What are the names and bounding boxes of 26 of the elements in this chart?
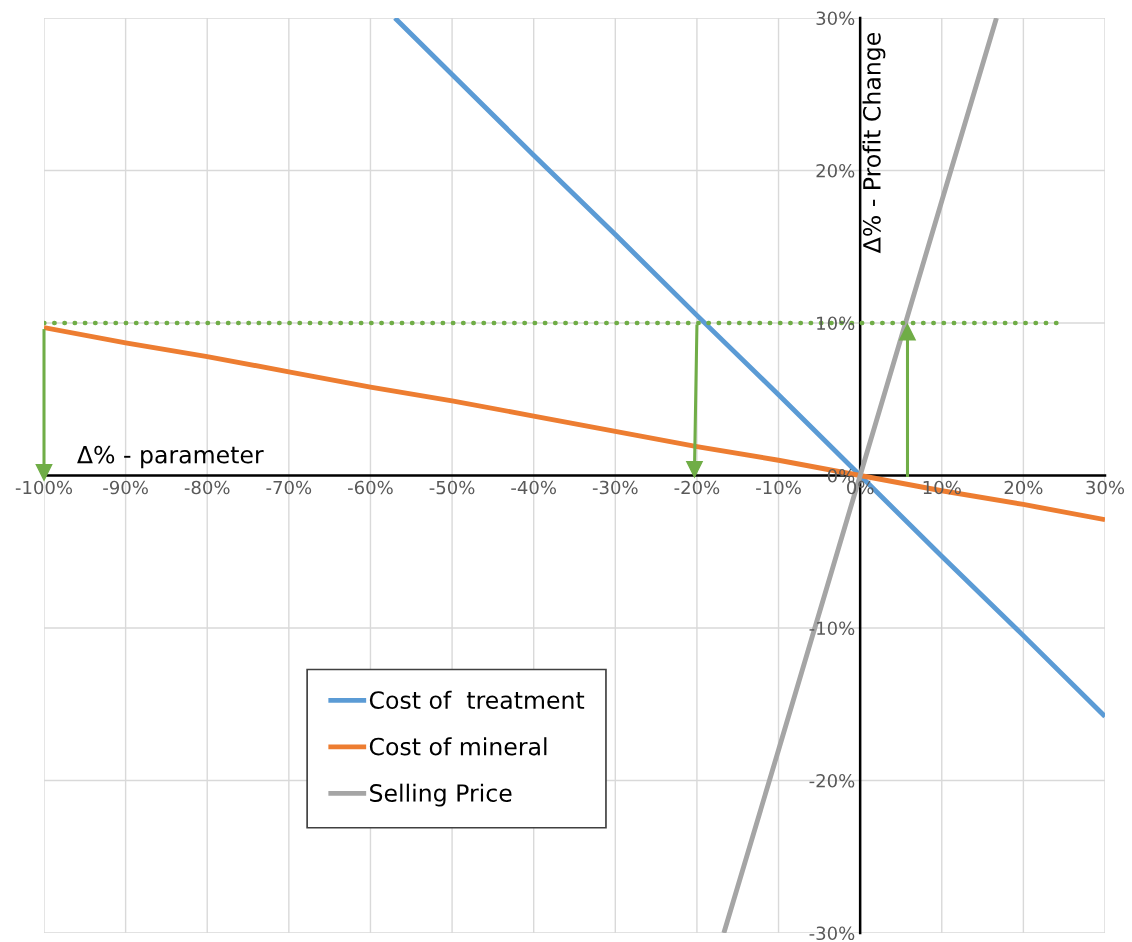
x-axis-title: Δ% - parameter — [77, 445, 264, 469]
point — [35, 464, 53, 481]
x-tick-label: -80% — [184, 480, 230, 495]
x-tick-label: 30% — [1086, 480, 1125, 495]
legend-label: Cost of treatment — [369, 690, 585, 710]
point — [686, 461, 703, 478]
y-tick-label: -30% — [809, 926, 855, 941]
x-tick-label: -60% — [348, 480, 393, 495]
x-tick-label: -30% — [592, 480, 638, 495]
y-tick-label: 20% — [816, 163, 855, 178]
point — [899, 323, 916, 341]
x-tick-label: 20% — [1004, 480, 1043, 495]
y-axis-title: Δ% - Profit Change — [862, 32, 886, 254]
y-tick-label: 10% — [817, 316, 855, 331]
y-tick-label: -20% — [809, 773, 855, 788]
y-tick-label: -10% — [809, 621, 855, 636]
y-tick-label: 30% — [816, 11, 855, 26]
x-tick-label: -50% — [429, 480, 475, 495]
legend-label: Selling Price — [370, 783, 512, 807]
x-tick-label: -10% — [756, 480, 801, 495]
x-tick-label: -100% — [15, 480, 73, 495]
x-tick-label: -20% — [674, 480, 720, 495]
legend-label: Cost of mineral — [369, 737, 547, 756]
x-tick-label: -40% — [511, 480, 557, 495]
x-tick-label: -70% — [266, 480, 312, 495]
x-tick-label: -90% — [103, 480, 148, 495]
